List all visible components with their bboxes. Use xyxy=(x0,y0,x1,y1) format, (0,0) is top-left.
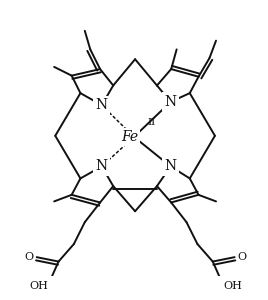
Text: N: N xyxy=(96,159,108,173)
Text: N: N xyxy=(96,98,108,112)
Text: O: O xyxy=(238,252,247,262)
Text: Fe: Fe xyxy=(121,130,138,144)
Text: N: N xyxy=(165,95,177,109)
Text: O: O xyxy=(24,252,34,262)
Text: OH: OH xyxy=(29,280,48,291)
Text: N: N xyxy=(165,159,177,173)
Text: OH: OH xyxy=(223,280,242,291)
Text: II: II xyxy=(147,118,155,127)
